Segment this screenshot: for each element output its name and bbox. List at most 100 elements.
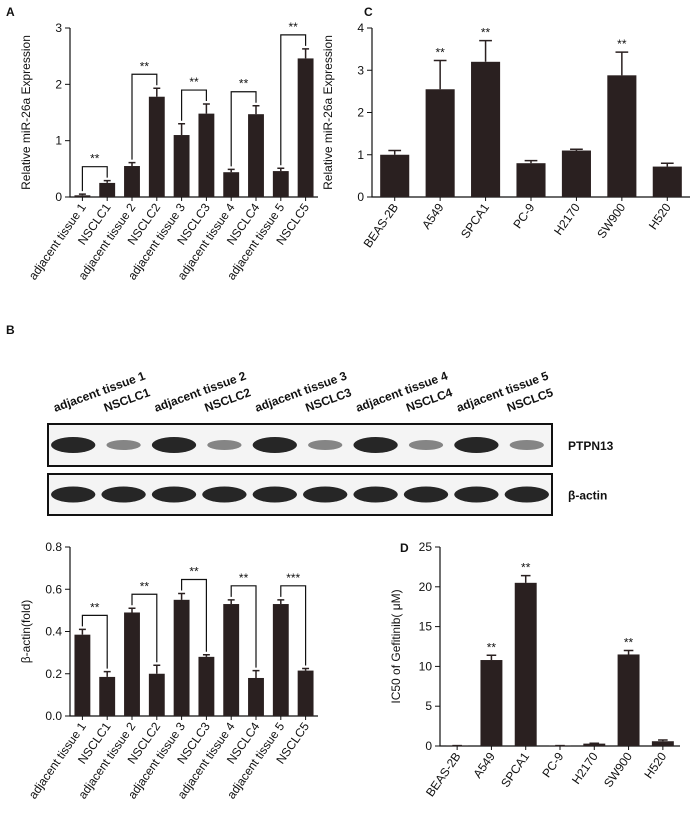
blot-band: [106, 440, 141, 450]
bar: [248, 114, 264, 197]
x-tick-label: SW900: [601, 749, 635, 790]
bar: [148, 673, 165, 716]
bar: [297, 58, 314, 197]
bar: [198, 113, 215, 197]
error-bar: [103, 670, 111, 677]
x-tick-label: SPCA1: [458, 200, 492, 241]
panel-letter: A: [6, 5, 15, 19]
x-tick-label: PC-9: [510, 200, 537, 231]
y-tick-label: 0: [357, 190, 364, 204]
error-bar: [227, 599, 235, 605]
blot-band: [353, 437, 398, 453]
bar: [99, 182, 116, 197]
bar: [272, 171, 289, 197]
significance-label: **: [189, 564, 199, 578]
error-bar: [623, 649, 634, 655]
x-tick-label: H2170: [569, 749, 601, 786]
y-tick-label: 3: [55, 21, 62, 35]
bar: [561, 150, 591, 197]
significance-label: **: [90, 152, 100, 166]
bar: [173, 135, 190, 197]
blot-band: [252, 437, 297, 453]
blot-band: [51, 486, 96, 503]
significance-bracket: [280, 585, 307, 666]
significance-bracket: [230, 585, 257, 668]
bar: [173, 599, 190, 716]
error-bar: [153, 664, 161, 674]
significance-bracket: [131, 593, 158, 663]
row-label: β-actin: [568, 489, 607, 503]
bar: [652, 166, 682, 197]
y-tick-label: 15: [419, 620, 433, 634]
error-bar: [153, 87, 161, 97]
y-tick-label: 25: [419, 540, 433, 554]
y-tick-label: 20: [419, 580, 433, 594]
axes: [439, 547, 680, 747]
y-tick-label: 1: [55, 134, 62, 148]
significance-label: **: [617, 37, 627, 51]
error-bar: [128, 607, 136, 613]
x-tick-label: H2170: [551, 200, 583, 237]
y-tick-label: 3: [357, 63, 364, 77]
error-bar: [128, 161, 136, 167]
x-tick-label: H520: [641, 749, 669, 781]
error-bar: [178, 592, 186, 600]
x-tick-label: PC-9: [539, 749, 566, 780]
error-bar: [660, 162, 674, 167]
error-bar: [178, 123, 186, 136]
blot-band: [403, 486, 449, 503]
blot-band: [509, 440, 544, 450]
y-axis-label: Relative miR-26a Expression: [321, 35, 335, 190]
x-tick-label: A549: [419, 200, 447, 231]
x-tick-label: H520: [646, 200, 674, 232]
bar: [198, 656, 215, 716]
y-axis-label: β-actin(fold): [19, 600, 33, 664]
y-tick-label: 10: [419, 659, 433, 673]
error-bar: [388, 149, 402, 155]
blot-band: [252, 486, 297, 503]
error-bar: [570, 148, 583, 151]
blot-band: [207, 440, 242, 450]
error-bar: [252, 104, 260, 115]
error-bar: [103, 179, 111, 183]
error-bar: [277, 599, 285, 605]
significance-label: **: [481, 26, 491, 40]
error-bar: [277, 167, 285, 172]
significance-bracket: [131, 73, 158, 160]
error-bar: [520, 574, 531, 583]
significance-label: **: [90, 600, 100, 614]
significance-label: **: [487, 640, 497, 654]
bar: [148, 96, 165, 197]
significance-label: **: [239, 571, 249, 585]
blot-band: [308, 440, 343, 450]
blot-band: [353, 486, 398, 503]
blot-band: [151, 486, 197, 503]
bar: [514, 582, 537, 746]
bar: [248, 677, 264, 716]
error-bar: [479, 39, 492, 62]
bar: [480, 660, 503, 746]
error-bar: [615, 51, 629, 76]
bar: [380, 154, 410, 197]
significance-bracket: [181, 89, 207, 121]
significance-label: **: [189, 75, 199, 89]
bar: [124, 166, 140, 197]
bar: [99, 676, 116, 716]
panel-letter: D: [400, 541, 409, 555]
bar: [223, 604, 240, 716]
blot-band: [454, 437, 499, 453]
error-bar: [78, 193, 86, 196]
blot-band: [504, 486, 549, 503]
y-axis-label: Relative miR-26a Expression: [19, 35, 33, 190]
blot-band: [101, 486, 146, 503]
blot-band: [151, 437, 197, 453]
error-bar: [202, 653, 210, 657]
y-tick-label: 0.8: [45, 540, 62, 554]
bar: [124, 612, 140, 716]
significance-label: **: [521, 561, 531, 575]
panel-letter: B: [6, 323, 15, 337]
significance-bracket: [81, 166, 108, 192]
error-bar: [252, 669, 260, 678]
y-axis-label: IC50 of Gefitinib( μM): [389, 589, 403, 703]
